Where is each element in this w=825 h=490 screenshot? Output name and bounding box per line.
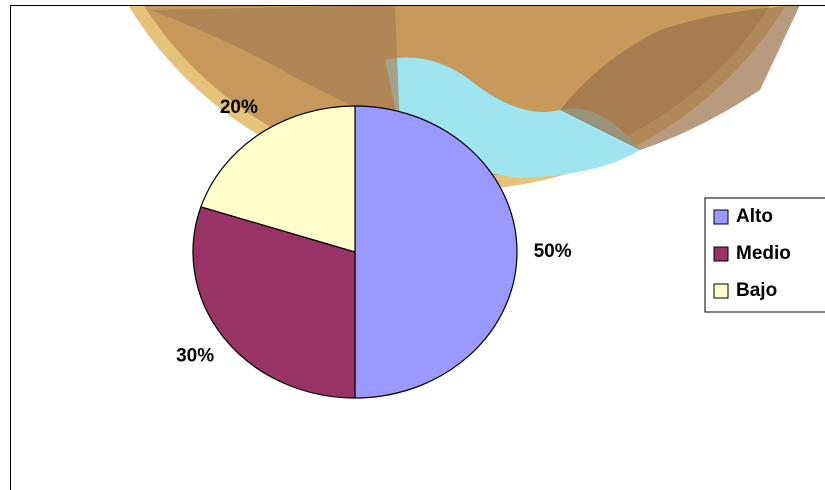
chart-frame <box>10 5 825 490</box>
data-label: 30% <box>176 346 214 367</box>
pie-slice <box>354 105 518 399</box>
data-label: 20% <box>220 97 258 118</box>
pie-slice <box>192 206 356 399</box>
legend-swatch <box>713 209 729 225</box>
legend-label: Medio <box>736 243 791 264</box>
legend-swatch <box>713 246 729 262</box>
legend-label: Alto <box>736 206 773 227</box>
data-label: 50% <box>534 241 572 262</box>
pie-slice <box>200 105 356 253</box>
legend-swatch <box>713 283 729 299</box>
legend-label: Bajo <box>736 280 777 301</box>
pie <box>192 105 518 399</box>
